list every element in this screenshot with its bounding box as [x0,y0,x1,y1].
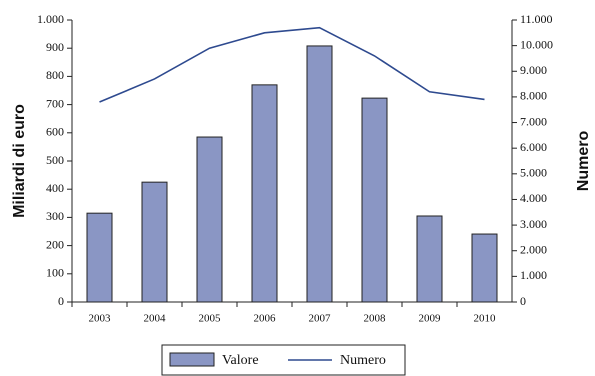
x-tick-label: 2006 [254,313,277,325]
y2-tick-label: 11.000 [520,12,553,26]
x-tick-label: 2010 [474,313,497,325]
y-tick-label: 0 [58,294,64,308]
y-tick-label: 200 [46,237,64,251]
x-tick-label: 2008 [364,313,387,325]
x-tick-label: 2004 [144,313,167,325]
bar [361,97,388,303]
y-tick-label: 800 [46,68,64,82]
y2-tick-label: 0 [520,294,526,308]
y2-tick-label: 3.000 [520,217,547,231]
y2-tick-label: 9.000 [520,63,547,77]
legend-label: Valore [222,353,259,368]
y2-tick-label: 2.000 [520,242,547,256]
line [99,26,485,103]
y2-axis-title: Numero [575,131,592,192]
y2-tick-label: 6.000 [520,140,547,154]
bar [416,215,443,303]
y-tick-label: 900 [46,40,64,54]
y-tick-label: 1.000 [37,12,64,26]
y2-tick-label: 1.000 [520,268,547,282]
x-tick-label: 2005 [199,313,222,325]
y2-tick-label: 7.000 [520,114,547,128]
x-tick-label: 2009 [419,313,442,325]
y2-tick-label: 4.000 [520,191,547,205]
bar [141,181,168,303]
bar [251,84,278,303]
y-tick-label: 100 [46,266,64,280]
legend-box [161,344,406,376]
y2-tick-label: 10.000 [520,37,553,51]
y-tick-label: 600 [46,125,64,139]
legend-swatch [169,352,215,367]
y-axis-title: Miliardi di euro [11,104,28,218]
y-tick-label: 300 [46,209,64,223]
y-tick-label: 500 [46,153,64,167]
bar [306,45,333,303]
x-tick-label: 2003 [89,313,112,325]
y-tick-label: 700 [46,96,64,110]
y-tick-label: 400 [46,181,64,195]
legend-label: Numero [340,353,386,368]
bar [86,212,113,303]
bar [471,233,498,303]
y2-tick-label: 5.000 [520,166,547,180]
y2-tick-label: 8.000 [520,89,547,103]
bar [196,136,223,303]
x-tick-label: 2007 [309,313,332,325]
